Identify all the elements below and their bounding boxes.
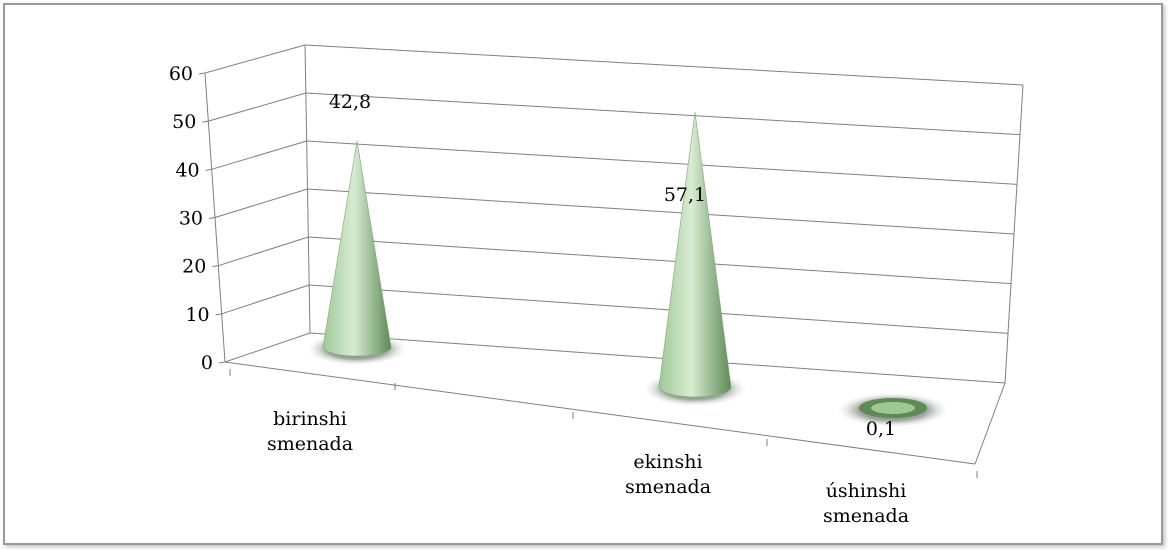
y-tick-label: 20 [182, 256, 206, 278]
side-grid-line [221, 284, 310, 315]
grid-line [307, 188, 1015, 235]
category-label: birinshi smenada [267, 408, 353, 455]
side-grid-line [211, 140, 307, 170]
y-tick-label: 40 [175, 159, 199, 181]
grid-line [304, 44, 1024, 86]
y-tick [202, 120, 209, 123]
cone-body [322, 140, 392, 357]
floor-edge [974, 382, 1006, 465]
cone-1 [305, 140, 409, 366]
grid-line [309, 332, 1006, 384]
grid-line [308, 236, 1012, 285]
x-axis-category-labels: birinshi smenada ekinshi smenada úshinshi sme… [267, 408, 909, 527]
grid-line [306, 140, 1018, 185]
grid-line [305, 92, 1021, 136]
grid-lines [204, 44, 1024, 384]
y-tick [198, 72, 206, 75]
cone-base-inner [871, 402, 915, 414]
x-axis-line [224, 361, 976, 465]
y-tick [215, 313, 222, 316]
data-labels: 42,8 57,1 0,1 [329, 91, 896, 440]
y-tick-label: 60 [169, 63, 193, 85]
side-grid-line [224, 332, 311, 363]
category-label: úshinshi smenada [823, 480, 909, 527]
side-grid-line [204, 44, 306, 74]
chart-walls [304, 44, 1024, 384]
y-tick [208, 217, 216, 219]
y-tick [212, 265, 219, 268]
side-grid-line [208, 92, 306, 122]
data-label: 57,1 [664, 184, 706, 206]
y-tick [205, 168, 212, 171]
y-axis-tick-labels: 0 10 20 30 40 50 60 [169, 63, 213, 374]
y-tick-label: 30 [179, 208, 203, 230]
side-grid-line [218, 236, 309, 267]
grid-line [309, 284, 1009, 334]
y-axis-line [204, 72, 226, 363]
cone-3 [835, 392, 951, 428]
cone-chart: 0 10 20 30 40 50 60 42,8 57,1 0,1 birinshi smenad… [169, 44, 1024, 527]
cones [305, 111, 951, 428]
y-tick-label: 50 [172, 111, 196, 133]
data-label: 42,8 [329, 91, 371, 113]
y-tick-label: 10 [185, 304, 209, 326]
axes [198, 72, 1006, 478]
category-label: ekinshi smenada [625, 451, 711, 498]
data-label: 0,1 [866, 418, 896, 440]
side-grid-line [214, 188, 308, 218]
y-tick-label: 0 [201, 352, 213, 374]
cone-body [658, 111, 732, 398]
cone-2 [641, 111, 749, 407]
y-tick [218, 361, 226, 364]
chart-frame: 0 10 20 30 40 50 60 42,8 57,1 0,1 birinshi smenad… [3, 3, 1163, 545]
